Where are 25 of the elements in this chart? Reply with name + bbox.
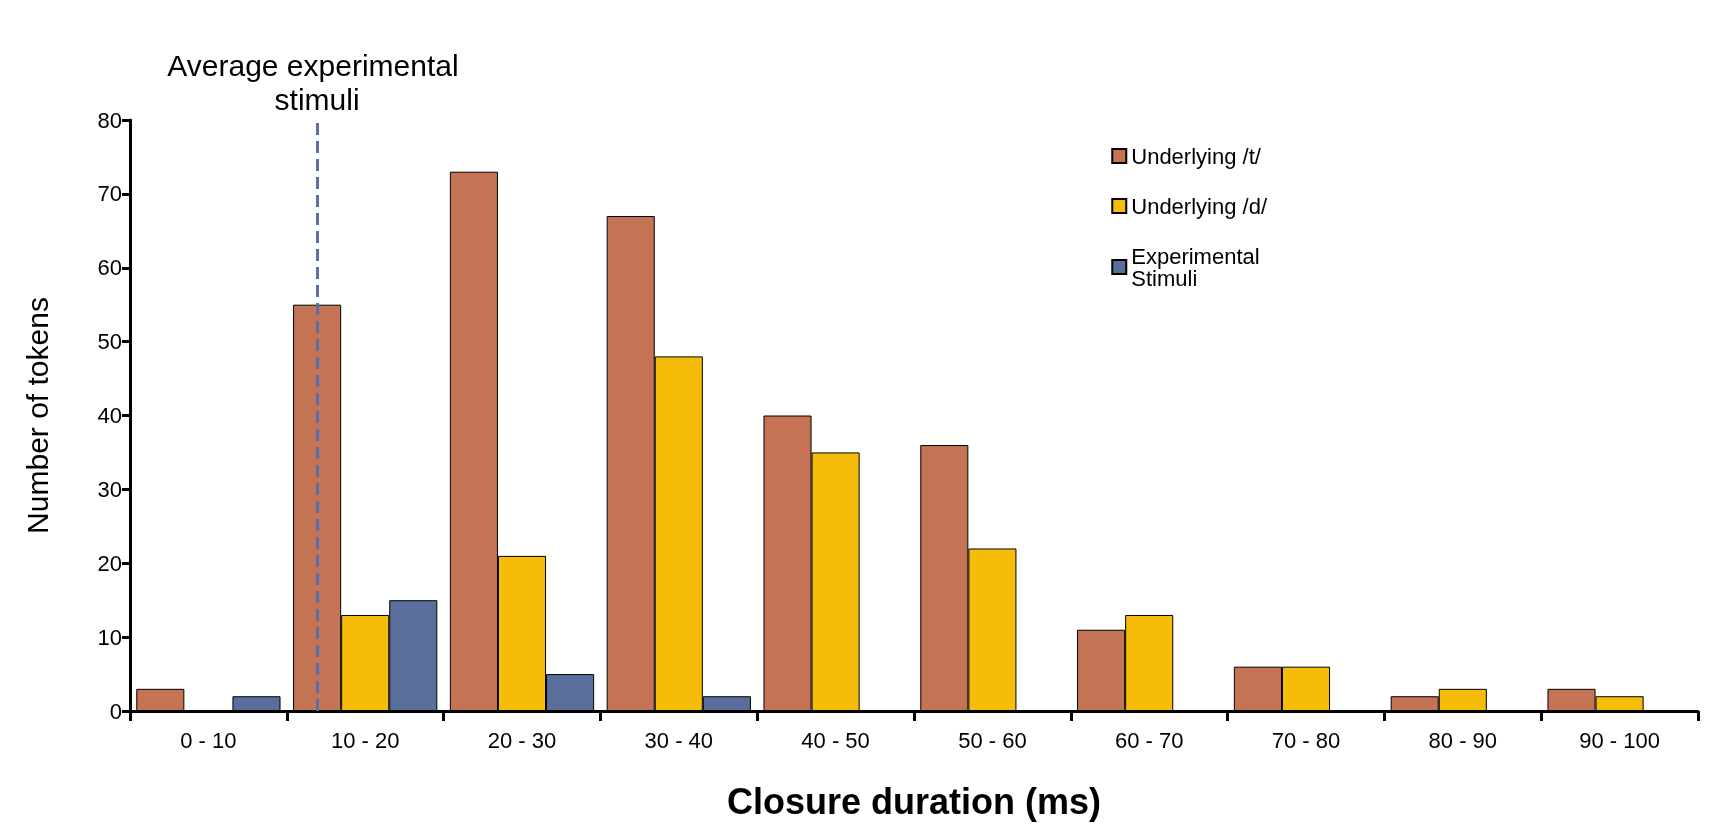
y-tick-label: 20	[97, 550, 122, 576]
x-tick-label: 90 - 100	[1579, 727, 1660, 753]
y-tick-label: 30	[97, 476, 122, 502]
legend-label: Underlying /t/	[1131, 143, 1262, 169]
x-tick-label: 40 - 50	[801, 727, 870, 753]
y-tick-label: 60	[97, 255, 122, 281]
y-tick-label: 70	[97, 181, 122, 207]
y-axis-title: Number of tokens	[20, 297, 54, 534]
x-tick-label: 20 - 30	[487, 727, 557, 753]
y-tick-label: 80	[97, 107, 122, 133]
legend-label: Experimental Stimuli	[1131, 243, 1266, 291]
x-tick-label: 50 - 60	[958, 727, 1027, 753]
y-tick-label: 50	[97, 329, 122, 355]
ref-line-label: Average experimental stimuli	[167, 48, 467, 116]
x-tick-label: 80 - 90	[1428, 727, 1498, 753]
x-tick-label: 10 - 20	[330, 727, 400, 753]
y-tick-label: 10	[97, 624, 122, 650]
y-tick-label: 0	[109, 698, 122, 724]
x-tick-label: 70 - 80	[1271, 727, 1341, 753]
y-tick-label: 40	[97, 403, 122, 428]
x-axis-title: Closure duration (ms)	[726, 780, 1102, 822]
x-tick-label: 30 - 40	[644, 727, 714, 753]
x-tick-label: 60 - 70	[1114, 727, 1184, 753]
legend-label: Underlying /d/	[1131, 193, 1268, 219]
x-tick-label: 0 - 10	[180, 727, 237, 753]
